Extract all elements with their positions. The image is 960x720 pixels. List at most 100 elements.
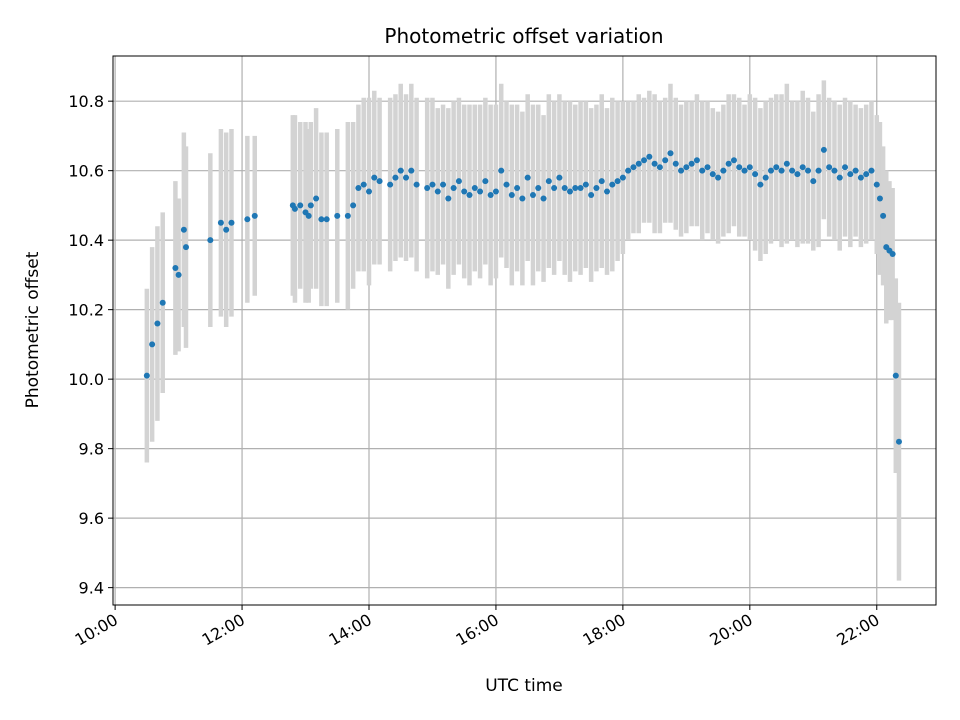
data-point (789, 167, 796, 174)
data-point (551, 185, 558, 192)
data-point (529, 191, 536, 198)
data-point (434, 188, 441, 195)
data-point (826, 164, 833, 171)
data-point (847, 171, 854, 178)
data-point (720, 167, 727, 174)
data-point (371, 174, 378, 181)
data-point (540, 195, 547, 202)
data-point (556, 174, 563, 181)
data-point (154, 320, 161, 327)
data-point (609, 181, 616, 188)
data-point (545, 178, 552, 185)
data-point (244, 216, 251, 223)
data-point (831, 167, 838, 174)
data-point (477, 188, 484, 195)
data-point (794, 171, 801, 178)
data-point (641, 157, 648, 164)
data-point (810, 178, 817, 185)
data-point (815, 167, 822, 174)
data-point (688, 160, 695, 167)
y-tick-label: 9.4 (79, 579, 104, 598)
data-point (683, 164, 690, 171)
data-point (646, 153, 653, 160)
data-point (593, 185, 600, 192)
data-point (424, 185, 431, 192)
data-point (783, 160, 790, 167)
data-point (524, 174, 531, 181)
data-point (715, 174, 722, 181)
data-point (863, 171, 870, 178)
data-point (313, 195, 320, 202)
data-point (693, 157, 700, 164)
data-point (820, 146, 827, 153)
data-point (387, 181, 394, 188)
data-point (678, 167, 685, 174)
data-point (514, 185, 521, 192)
data-point (577, 185, 584, 192)
data-point (725, 160, 732, 167)
data-point (487, 191, 494, 198)
data-point (365, 188, 372, 195)
data-point (318, 216, 325, 223)
data-point (889, 251, 896, 258)
y-tick-label: 9.6 (79, 509, 104, 528)
data-point (746, 164, 753, 171)
data-point (350, 202, 357, 209)
data-point (408, 167, 415, 174)
data-point (355, 185, 362, 192)
x-tick-label: 14:00 (326, 610, 375, 650)
y-axis-title: Photometric offset (23, 251, 43, 408)
data-point (625, 167, 632, 174)
data-point (519, 195, 526, 202)
data-point (566, 188, 573, 195)
data-point (334, 212, 341, 219)
data-point (397, 167, 404, 174)
data-point (471, 185, 478, 192)
data-point (892, 372, 899, 379)
x-tick-label: 22:00 (833, 610, 882, 650)
x-axis-ticks: 10:00 12:00 14:00 16:00 18:00 20:00 22:00 (72, 605, 883, 650)
data-point (895, 438, 902, 445)
y-axis-ticks: 9.4 9.6 9.8 10.0 10.2 10.4 10.6 10.8 (68, 92, 113, 598)
data-point (251, 212, 258, 219)
data-point (630, 164, 637, 171)
data-point (344, 212, 351, 219)
data-point (149, 341, 156, 348)
data-point (672, 160, 679, 167)
data-point (805, 167, 812, 174)
data-point (699, 167, 706, 174)
data-point (307, 202, 314, 209)
data-point (297, 202, 304, 209)
data-point (799, 164, 806, 171)
data-point (736, 164, 743, 171)
data-point (598, 178, 605, 185)
data-point (757, 181, 764, 188)
data-point (291, 205, 298, 212)
data-point (498, 167, 505, 174)
data-point (508, 191, 515, 198)
y-tick-label: 10.8 (68, 92, 104, 111)
data-point (223, 226, 230, 233)
y-tick-label: 10.2 (68, 301, 104, 320)
data-point (651, 160, 658, 167)
data-point (305, 212, 312, 219)
chart-title: Photometric offset variation (384, 24, 663, 48)
data-point (376, 178, 383, 185)
data-point (482, 178, 489, 185)
data-point (429, 181, 436, 188)
data-point (143, 372, 150, 379)
data-point (492, 188, 499, 195)
data-point (614, 178, 621, 185)
data-point (392, 174, 399, 181)
data-point (752, 171, 759, 178)
data-point (876, 195, 883, 202)
data-point (455, 178, 462, 185)
data-point (582, 181, 589, 188)
data-point (182, 244, 189, 251)
x-tick-label: 16:00 (453, 610, 502, 650)
data-point (323, 216, 330, 223)
x-tick-label: 18:00 (579, 610, 628, 650)
data-point (778, 167, 785, 174)
data-point (836, 174, 843, 181)
